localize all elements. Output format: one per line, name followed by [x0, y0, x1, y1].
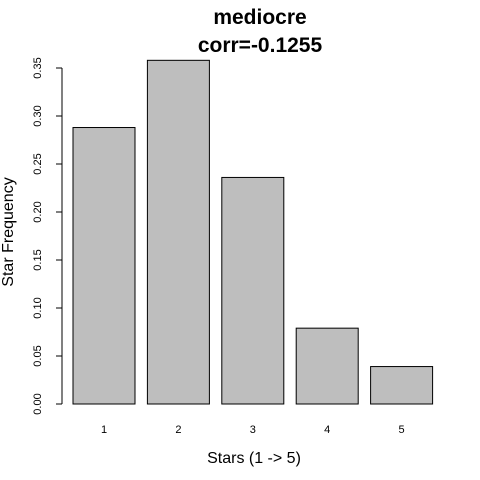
y-tick-label: 0.10: [32, 297, 44, 318]
y-tick-label: 0.00: [32, 393, 44, 414]
y-tick-label: 0.15: [32, 249, 44, 270]
y-axis: 0.00 0.05 0.10 0.15 0.20 0.25 0.30 0.35: [32, 57, 63, 415]
x-axis-title: Stars (1 -> 5): [207, 450, 301, 467]
chart-title: mediocre: [213, 6, 306, 29]
bar-series: [72, 59, 434, 405]
x-tick-labels: 1 2 3 4 5: [101, 424, 405, 436]
x-tick-label: 4: [324, 424, 330, 436]
bar-1: [72, 127, 136, 405]
bar-3: [221, 176, 285, 405]
x-tick-label: 5: [399, 424, 405, 436]
y-tick-label: 0.20: [32, 201, 44, 222]
y-tick-label: 0.05: [32, 345, 44, 366]
bar-5: [370, 366, 434, 405]
y-tick-label: 0.30: [32, 105, 44, 126]
y-tick-label: 0.35: [32, 57, 44, 78]
x-tick-label: 2: [175, 424, 181, 436]
x-tick-label: 1: [101, 424, 107, 436]
x-tick-label: 3: [250, 424, 256, 436]
y-axis-title: Star Frequency: [0, 177, 17, 286]
chart-subtitle: corr=-0.1255: [198, 34, 323, 57]
bar-2: [146, 59, 210, 405]
bar-4: [295, 327, 359, 405]
y-tick-label: 0.25: [32, 153, 44, 174]
